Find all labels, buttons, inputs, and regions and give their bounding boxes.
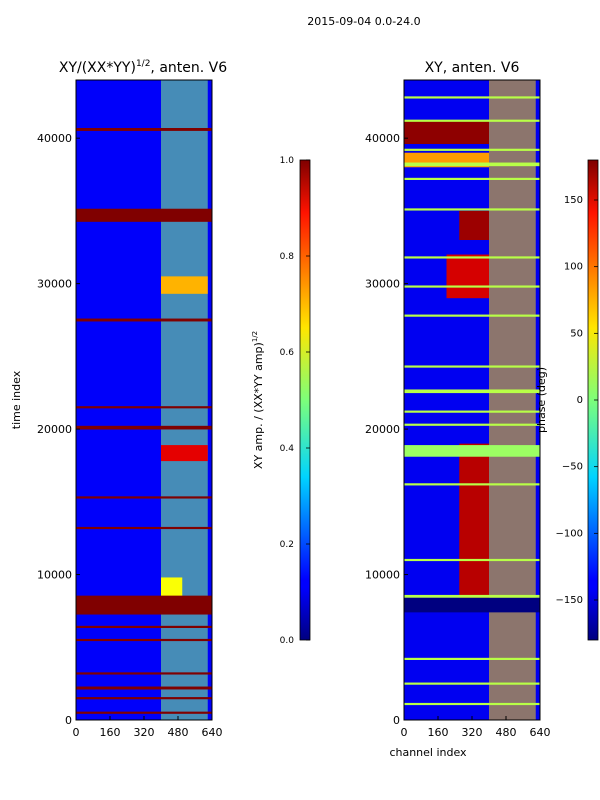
right-colorbar-ticks: −150 −100 −50 0 50 100 150 (556, 195, 598, 606)
left-title-main: XY/(XX*YY) (59, 60, 136, 76)
heatmap-patch (446, 254, 489, 299)
x-tick-label: 0 (73, 726, 80, 739)
heatmap-row (76, 208, 212, 222)
colorbar-tick-label: 0.8 (280, 252, 295, 262)
heatmap-patch (459, 210, 489, 240)
right-x-ticks: 0 160 320 480 640 (401, 716, 551, 739)
heatmap-row (404, 365, 540, 368)
right-colorbar-label: phase (deg) (535, 367, 548, 433)
colorbar-tick-label: 0.6 (280, 348, 295, 358)
y-tick-label: 10000 (37, 569, 72, 582)
left-colorbar-ticks: 0.0 0.2 0.4 0.6 0.8 1.0 (280, 156, 310, 646)
figure-title: 2015-09-04 0.0-24.0 (307, 15, 420, 28)
heatmap-patch (161, 276, 208, 294)
heatmap-patch (459, 443, 489, 601)
heatmap-row (404, 177, 540, 180)
colorbar-tick-label: 150 (564, 195, 583, 206)
x-tick-label: 480 (496, 726, 517, 739)
heatmap-row (404, 148, 540, 151)
heatmap-row (404, 285, 540, 288)
heatmap-row (404, 119, 540, 122)
left-y-ticks: 0 10000 20000 30000 40000 (37, 132, 80, 727)
colorbar-tick-label: 0.4 (280, 444, 295, 454)
heatmap-channel-band (161, 80, 208, 720)
heatmap-row (76, 526, 212, 530)
right-heatmap (403, 79, 541, 721)
heatmap-row (76, 711, 212, 714)
heatmap-row (76, 697, 212, 700)
y-tick-label: 30000 (365, 278, 400, 291)
heatmap-row (404, 682, 540, 685)
heatmap-row (76, 406, 212, 409)
heatmap-row (76, 128, 212, 131)
x-tick-label: 0 (401, 726, 408, 739)
heatmap-row (404, 558, 540, 562)
heatmap-row (404, 597, 540, 613)
heatmap-row (76, 496, 212, 499)
colorbar-tick-label: 0.2 (280, 540, 294, 550)
x-tick-label: 480 (168, 726, 189, 739)
heatmap-patch (161, 577, 183, 597)
left-heatmap (75, 79, 213, 721)
y-tick-label: 20000 (37, 423, 72, 436)
left-colorbar-label: XY amp. / (XX*YY amp)1/2 (251, 331, 265, 469)
heatmap-row (76, 425, 212, 430)
heatmap-row (404, 594, 540, 598)
y-tick-label: 40000 (365, 132, 400, 145)
heatmap-row (404, 410, 540, 413)
x-tick-label: 160 (428, 726, 449, 739)
left-title: XY/(XX*YY)1/2, anten. V6 (59, 59, 227, 76)
y-tick-label: 0 (393, 714, 400, 727)
heatmap-row (404, 162, 540, 167)
heatmap-patch (161, 445, 208, 462)
x-tick-label: 320 (462, 726, 483, 739)
heatmap-row (404, 483, 540, 486)
heatmap-channel-band (489, 80, 536, 720)
heatmap-row (76, 638, 212, 642)
heatmap-row (76, 318, 212, 322)
colorbar-tick-label: 1.0 (280, 156, 295, 166)
heatmap-row (404, 657, 540, 660)
colorbar-tick-label: 0.0 (280, 636, 295, 646)
heatmap-row (76, 625, 212, 628)
colorbar-tick-label: 50 (570, 328, 583, 339)
heatmap-row (404, 96, 540, 99)
left-title-tail: , anten. V6 (150, 60, 227, 76)
heatmap-row (404, 256, 540, 259)
right-xlabel: channel index (389, 746, 467, 759)
heatmap-row (404, 445, 540, 457)
colorbar-tick-label: −100 (556, 528, 583, 539)
heatmap-row (404, 702, 540, 706)
y-tick-label: 30000 (37, 278, 72, 291)
heatmap-row (404, 389, 540, 394)
heatmap-row (76, 595, 212, 615)
y-tick-label: 40000 (37, 132, 72, 145)
left-colorbar-label-main: XY amp. / (XX*YY amp) (252, 342, 265, 469)
heatmap-row (404, 314, 540, 317)
colorbar-tick-label: −50 (562, 462, 583, 473)
y-tick-label: 10000 (365, 569, 400, 582)
x-tick-label: 640 (202, 726, 223, 739)
left-x-ticks: 0 160 320 480 640 (73, 716, 223, 739)
colorbar-tick-label: 100 (564, 262, 583, 273)
y-tick-label: 0 (65, 714, 72, 727)
right-y-ticks: 0 10000 20000 30000 40000 (365, 132, 408, 727)
left-colorbar (299, 159, 311, 641)
x-tick-label: 320 (134, 726, 155, 739)
colorbar-tick-label: −150 (556, 595, 583, 606)
heatmap-patch (404, 120, 489, 144)
left-colorbar-label-exp: 1/2 (251, 331, 259, 342)
heatmap-row (404, 423, 540, 426)
right-title: XY, anten. V6 (425, 60, 520, 76)
left-title-exp: 1/2 (136, 59, 150, 69)
x-tick-label: 640 (530, 726, 551, 739)
heatmap-row (404, 208, 540, 211)
heatmap-row (76, 686, 212, 690)
y-tick-label: 20000 (365, 423, 400, 436)
colorbar-tick-label: 0 (577, 395, 583, 406)
heatmap-row (76, 672, 212, 675)
x-tick-label: 160 (100, 726, 121, 739)
left-ylabel: time index (10, 370, 23, 429)
